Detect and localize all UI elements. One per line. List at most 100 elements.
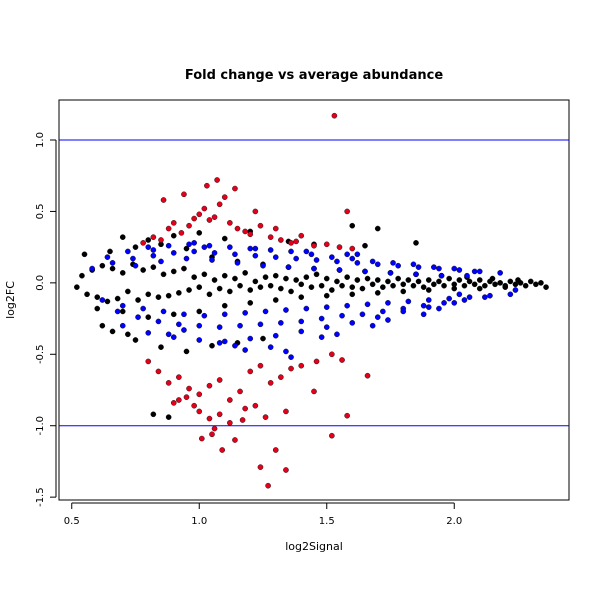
red-point xyxy=(267,234,274,240)
blue-point xyxy=(267,247,274,253)
black-point xyxy=(492,281,498,288)
blue-point xyxy=(497,270,503,276)
black-point xyxy=(293,277,299,283)
red-point xyxy=(313,358,320,365)
blue-point xyxy=(349,255,356,262)
black-point xyxy=(400,281,407,288)
black-point xyxy=(176,290,182,296)
black-point xyxy=(183,245,190,252)
blue-point xyxy=(119,322,126,329)
red-point xyxy=(311,242,317,249)
blue-point xyxy=(135,314,141,320)
y-tick-label: -1.5 xyxy=(35,487,46,507)
black-point xyxy=(119,308,126,315)
black-point xyxy=(211,277,218,283)
red-point xyxy=(329,351,335,358)
y-tick-label: -1.0 xyxy=(35,416,46,436)
blue-point xyxy=(344,251,350,258)
red-point xyxy=(323,241,330,248)
blue-point xyxy=(334,331,340,338)
blue-point xyxy=(359,311,366,318)
x-tick-label: 1.5 xyxy=(319,516,335,527)
blue-point xyxy=(425,304,432,310)
red-point xyxy=(234,225,241,232)
red-point xyxy=(336,244,343,250)
blue-point xyxy=(237,322,243,329)
blue-point xyxy=(283,307,289,313)
blue-point xyxy=(186,241,192,248)
red-point xyxy=(364,372,371,379)
black-point xyxy=(109,328,116,335)
red-point xyxy=(196,391,203,398)
blue-point xyxy=(339,312,345,319)
black-point xyxy=(527,278,534,285)
blue-point xyxy=(400,308,407,315)
black-point xyxy=(349,284,356,290)
black-point xyxy=(257,284,264,290)
red-point xyxy=(216,377,223,383)
red-point xyxy=(181,191,187,198)
blue-point xyxy=(262,308,269,315)
blue-point xyxy=(354,260,361,266)
blue-point xyxy=(438,272,445,279)
black-point xyxy=(165,292,172,299)
red-point xyxy=(158,237,164,243)
black-point xyxy=(497,280,503,286)
blue-point xyxy=(158,258,164,265)
red-point xyxy=(219,447,225,453)
black-point xyxy=(374,225,381,232)
blue-point xyxy=(303,305,310,312)
blue-point xyxy=(436,305,442,312)
blue-point xyxy=(288,248,294,255)
black-point xyxy=(109,265,116,272)
blue-point xyxy=(303,248,310,255)
red-point xyxy=(262,414,269,420)
black-point xyxy=(145,291,152,298)
red-point xyxy=(150,234,157,240)
blue-point xyxy=(191,240,197,246)
black-point xyxy=(206,291,213,298)
black-point xyxy=(196,308,203,315)
red-point xyxy=(191,215,197,222)
blue-point xyxy=(512,287,519,293)
blue-point xyxy=(132,262,139,269)
blue-point xyxy=(267,344,274,350)
blue-point xyxy=(247,245,254,252)
chart-title: Fold change vs average abundance xyxy=(185,68,443,83)
black-point xyxy=(476,277,483,283)
black-point xyxy=(413,240,419,246)
blue-point xyxy=(201,244,208,250)
black-point xyxy=(522,282,529,289)
red-point xyxy=(257,362,264,369)
black-point xyxy=(507,278,514,285)
black-point xyxy=(303,274,310,280)
black-point xyxy=(196,230,203,236)
red-point xyxy=(176,397,182,403)
x-tick-label: 0.5 xyxy=(64,516,80,527)
red-point xyxy=(206,217,213,223)
blue-point xyxy=(150,252,157,259)
blue-point xyxy=(446,295,452,302)
black-point xyxy=(466,278,473,285)
red-point xyxy=(186,222,192,229)
blue-point xyxy=(206,242,213,249)
blue-point xyxy=(183,255,190,262)
black-point xyxy=(431,281,437,288)
black-point xyxy=(461,282,468,289)
black-point xyxy=(533,281,539,288)
black-point xyxy=(216,285,223,292)
red-point xyxy=(278,374,284,380)
blue-point xyxy=(364,301,371,308)
blue-point xyxy=(318,334,325,340)
red-point xyxy=(344,412,350,419)
blue-point xyxy=(285,264,292,270)
blue-point xyxy=(441,300,447,306)
black-point xyxy=(482,282,488,289)
black-point xyxy=(201,271,208,278)
blue-point xyxy=(150,247,157,253)
black-point xyxy=(170,232,177,239)
black-point xyxy=(99,322,106,329)
red-point xyxy=(267,380,274,386)
black-point xyxy=(170,268,177,275)
black-point xyxy=(114,295,121,302)
